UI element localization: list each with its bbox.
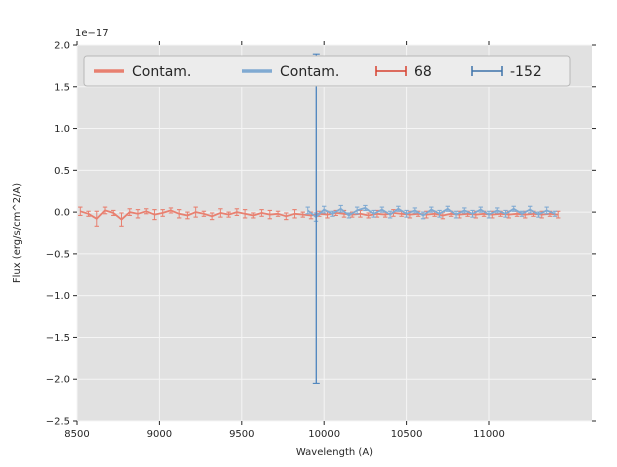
x-tick-label: 9000 xyxy=(147,429,172,440)
plot-area xyxy=(77,45,592,421)
y-tick-label: −2.5 xyxy=(46,417,70,428)
series-contam-blue xyxy=(305,204,558,222)
legend-box xyxy=(83,55,571,87)
y-tick-label: −0.5 xyxy=(46,249,70,260)
legend-entry-3: -152 xyxy=(471,64,542,80)
y-tick-label: −2.0 xyxy=(46,375,70,386)
legend-label: Contam. xyxy=(132,64,191,80)
tick-labels: 8500 9000 9500 10000 10500 11000 −2.5 −2.0 −1.5 −… xyxy=(46,41,505,441)
x-tick-label: 11000 xyxy=(473,429,505,440)
x-tick-label: 10000 xyxy=(308,429,340,440)
legend-label: 68 xyxy=(414,64,432,80)
x-tick-label: 10500 xyxy=(391,429,423,440)
x-tick-label: 9500 xyxy=(229,429,254,440)
y-tick-label: −1.5 xyxy=(46,333,70,344)
y-tick-label: 0.0 xyxy=(54,208,70,219)
legend-entry-1: Contam. xyxy=(242,64,339,80)
legend-label: -152 xyxy=(510,64,542,80)
y-axis-offset-text: 1e−17 xyxy=(75,28,109,39)
x-axis-label: Wavelength (A) xyxy=(296,447,373,458)
y-tick-label: 1.5 xyxy=(54,82,70,93)
y-tick-label: 0.5 xyxy=(54,166,70,177)
gridlines xyxy=(76,44,592,422)
legend: Contam. Contam. 68 -152 xyxy=(83,55,571,87)
legend-entry-2: 68 xyxy=(375,64,432,80)
tick-marks xyxy=(73,41,596,425)
legend-label: Contam. xyxy=(280,64,339,80)
y-tick-label: 2.0 xyxy=(54,41,70,52)
y-tick-label: −1.0 xyxy=(46,291,70,302)
y-tick-label: 1.0 xyxy=(54,124,70,135)
series-blue-spike xyxy=(312,53,320,384)
y-axis-label: Flux (erg/s/cm^2/A) xyxy=(12,183,23,283)
x-tick-label: 8500 xyxy=(64,429,89,440)
legend-entry-0: Contam. xyxy=(94,64,191,80)
